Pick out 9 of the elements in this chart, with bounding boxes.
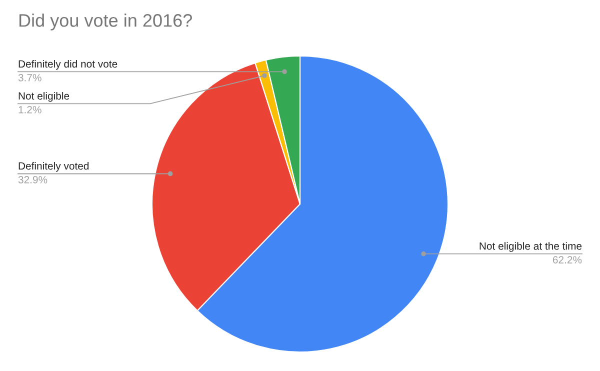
data-label: 1.2% — [18, 106, 42, 114]
data-label: 62.2% — [552, 256, 582, 264]
slice-label: Definitely did not vote — [18, 60, 118, 70]
slice-label: Definitely voted — [18, 162, 89, 172]
chart-title: Did you vote in 2016? — [19, 14, 192, 30]
data-label: 3.7% — [18, 74, 42, 82]
slice-label: Not eligible at the time — [480, 242, 582, 252]
data-label: 32.9% — [18, 176, 48, 184]
slice-label: Not eligible — [18, 92, 70, 102]
